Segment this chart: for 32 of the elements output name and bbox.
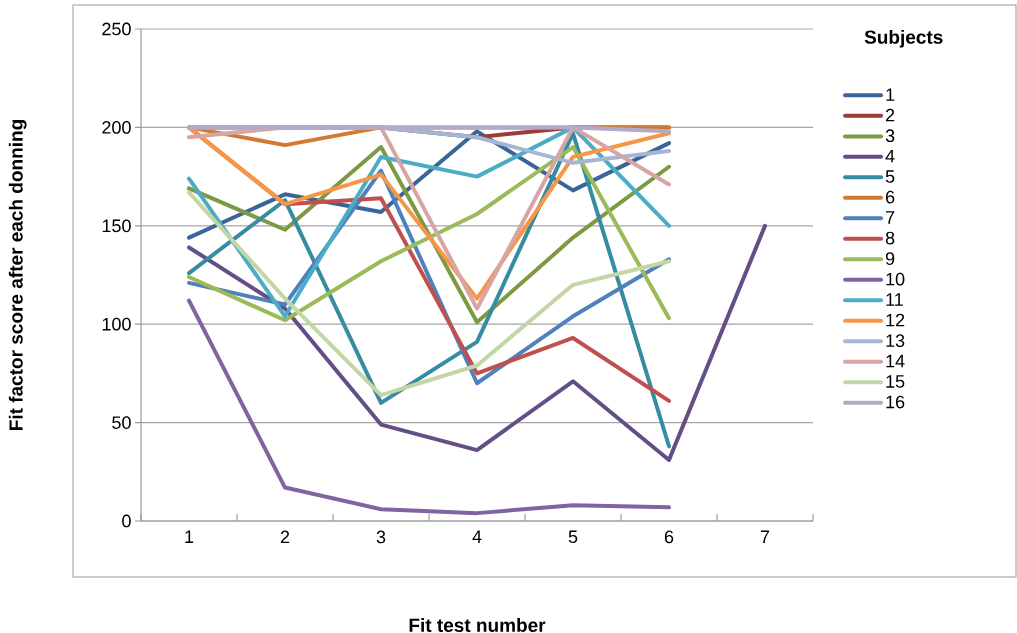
legend-title: Subjects: [864, 29, 943, 48]
legend-label: 8: [885, 231, 895, 245]
legend-label: 7: [886, 211, 895, 224]
y-tick-label: 150: [102, 219, 131, 233]
y-tick-label: 250: [102, 22, 131, 36]
legend-label: 4: [885, 149, 895, 163]
x-tick-label: 7: [760, 530, 770, 543]
x-tick-label: 5: [568, 530, 578, 544]
legend-label: 12: [886, 313, 905, 327]
x-axis-title: Fit test number: [409, 618, 546, 632]
x-tick-label: 3: [376, 530, 386, 544]
legend-label: 10: [886, 272, 905, 286]
legend-label: 6: [885, 190, 895, 204]
y-tick-label: 100: [102, 317, 131, 331]
y-tick-label: 200: [102, 121, 131, 134]
legend-label: 3: [885, 129, 895, 143]
legend-label: 15: [886, 375, 905, 388]
legend-label: 9: [885, 252, 895, 265]
legend-label: 5: [885, 170, 895, 183]
x-tick-label: 6: [664, 530, 674, 544]
legend-label: 16: [886, 395, 905, 409]
y-tick-label: 50: [112, 416, 131, 429]
legend-label: 14: [886, 354, 905, 368]
y-tick-label: 0: [122, 514, 131, 528]
legend-label: 1: [886, 88, 895, 101]
y-axis-title: Fit factor score after each donning: [8, 120, 27, 430]
legend-label: 13: [886, 334, 905, 348]
x-tick-label: 1: [185, 530, 194, 543]
x-tick-label: 4: [472, 530, 482, 543]
legend-label: 2: [885, 108, 895, 122]
legend-label: 11: [886, 293, 903, 306]
x-tick-label: 2: [280, 530, 290, 544]
